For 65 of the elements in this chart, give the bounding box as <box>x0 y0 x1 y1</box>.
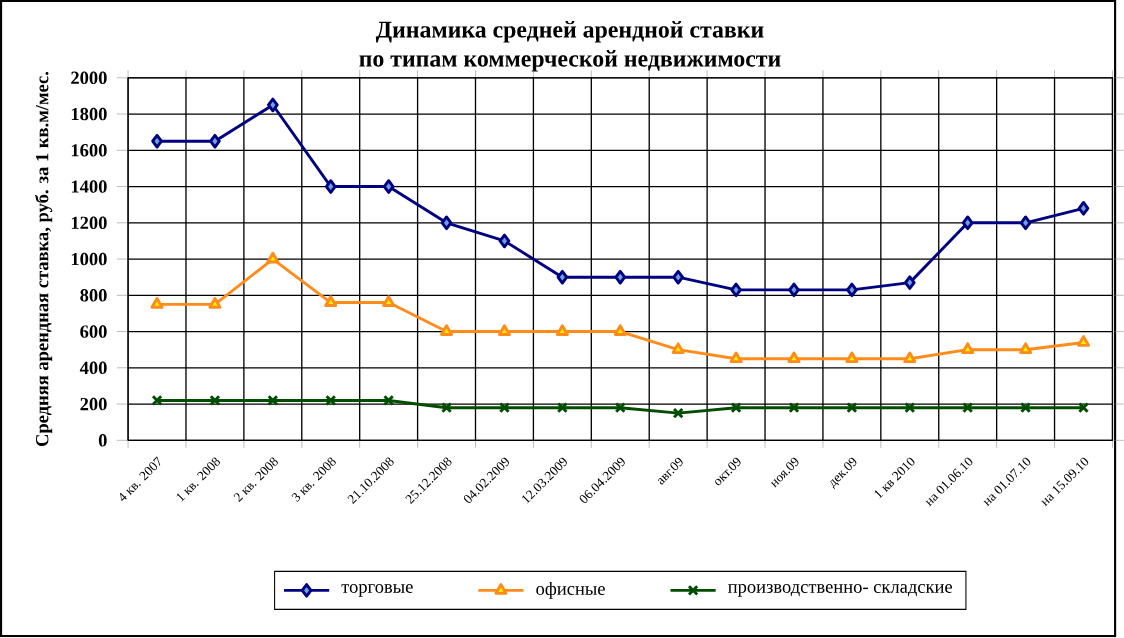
point <box>555 324 569 337</box>
point <box>1019 342 1033 355</box>
point <box>1020 402 1032 414</box>
point <box>962 402 974 414</box>
point <box>672 270 684 285</box>
point <box>903 351 917 364</box>
y-tick-label: 1800 <box>71 108 107 121</box>
point <box>614 402 626 414</box>
y-tick-label: 1000 <box>71 253 107 266</box>
point <box>440 215 453 231</box>
point <box>324 179 337 195</box>
point <box>730 282 742 298</box>
legend-label: торговые <box>341 584 413 598</box>
point <box>497 324 511 337</box>
point <box>498 402 511 414</box>
point <box>787 351 801 364</box>
point <box>440 324 454 337</box>
chart-title: Динамика средней арендной ставки по типам коммерческой недвижимости <box>359 21 781 72</box>
y-tick-label: 600 <box>80 325 107 339</box>
point <box>613 324 627 337</box>
point <box>672 407 684 420</box>
point <box>556 402 568 414</box>
point <box>729 351 743 364</box>
y-tick-label: 1200 <box>71 216 107 230</box>
point <box>1019 215 1032 231</box>
point <box>209 134 221 149</box>
y-tick-label: 1400 <box>71 180 107 194</box>
point <box>208 297 222 310</box>
point <box>440 402 453 414</box>
point <box>382 295 396 308</box>
point <box>267 98 279 113</box>
point <box>845 351 859 364</box>
point <box>266 252 280 264</box>
point <box>961 342 975 355</box>
point <box>151 134 163 149</box>
point <box>209 395 221 407</box>
point <box>614 270 627 285</box>
y-axis-title: Средняя арендная ставка, руб. за 1 кв.м/мес. <box>34 72 53 447</box>
point <box>846 402 858 414</box>
point <box>150 297 164 310</box>
point <box>961 215 974 231</box>
point <box>788 282 800 298</box>
point <box>671 342 685 355</box>
point <box>383 395 395 407</box>
y-tick-label: 0 <box>98 434 107 447</box>
point <box>903 275 916 291</box>
point <box>1077 335 1090 348</box>
y-tick-label: 200 <box>80 398 107 411</box>
point <box>1077 201 1090 216</box>
point <box>325 395 337 407</box>
point <box>382 179 395 195</box>
point <box>324 295 338 308</box>
point <box>556 270 569 285</box>
y-tick-label: 400 <box>79 361 107 375</box>
legend-label: офисные <box>536 582 605 600</box>
point <box>267 395 279 407</box>
point <box>788 402 800 414</box>
point <box>846 282 858 298</box>
y-tick-label: 1600 <box>71 144 107 157</box>
point <box>904 402 916 414</box>
y-tick-label: 800 <box>80 289 107 302</box>
point <box>498 234 511 249</box>
y-tick-label: 2000 <box>71 71 107 85</box>
legend-label: производственно- складские <box>728 584 953 598</box>
point <box>730 402 742 414</box>
